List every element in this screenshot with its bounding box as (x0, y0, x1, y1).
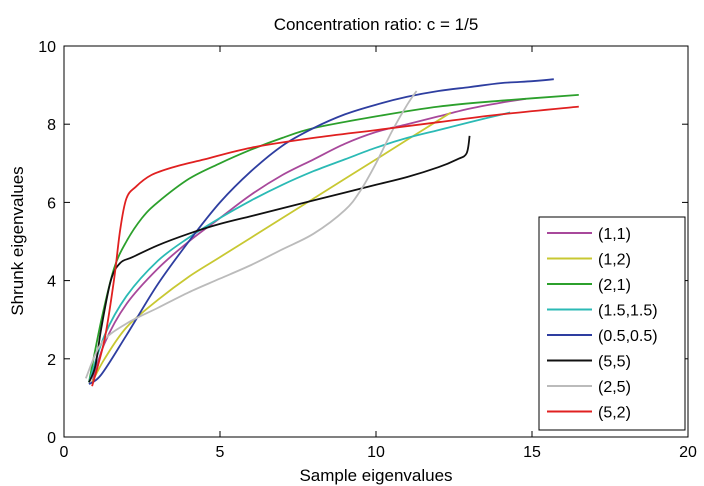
y-axis-title: Shrunk eigenvalues (8, 166, 27, 315)
chart-title: Concentration ratio: c = 1/5 (274, 15, 479, 34)
series-group (84, 78, 579, 387)
x-tick-label: 20 (679, 444, 697, 461)
series-line-0 (91, 97, 526, 383)
ticks-group: 0 5 10 15 20 0 2 4 6 8 10 (38, 39, 697, 461)
x-tick-label: 5 (216, 444, 225, 461)
y-tick-label: 2 (47, 352, 56, 369)
series-line-5 (88, 135, 471, 383)
legend-label: (1,2) (598, 252, 631, 269)
y-tick-label: 10 (38, 39, 56, 56)
x-tick-label: 0 (60, 444, 69, 461)
legend: (1,1) (1,2) (2,1) (1.5,1.5) (0.5,0.5) (5,5) (2… (538, 216, 686, 431)
x-axis-title: Sample eigenvalues (299, 466, 452, 485)
legend-box (538, 216, 686, 431)
series-line-4 (88, 78, 554, 385)
x-tick-label: 10 (367, 444, 385, 461)
legend-label: (1,1) (598, 226, 631, 243)
series-line-2 (88, 94, 579, 383)
legend-items: (1,1) (1,2) (2,1) (1.5,1.5) (0.5,0.5) (5,5) (2… (547, 226, 658, 422)
legend-label: (5,5) (598, 354, 631, 371)
legend-label: (5,2) (598, 405, 631, 422)
legend-label: (2,5) (598, 379, 631, 396)
series-line-1 (91, 111, 452, 383)
legend-label: (2,1) (598, 277, 631, 294)
legend-label: (1.5,1.5) (598, 303, 658, 320)
y-tick-label: 0 (47, 430, 56, 447)
series-line-7 (91, 105, 579, 387)
legend-label: (0.5,0.5) (598, 328, 658, 345)
series-line-3 (88, 111, 511, 383)
y-tick-label: 4 (47, 274, 56, 291)
x-tick-label: 15 (523, 444, 541, 461)
y-tick-label: 6 (47, 195, 56, 212)
series-line-6 (84, 90, 418, 379)
y-tick-label: 8 (47, 117, 56, 134)
